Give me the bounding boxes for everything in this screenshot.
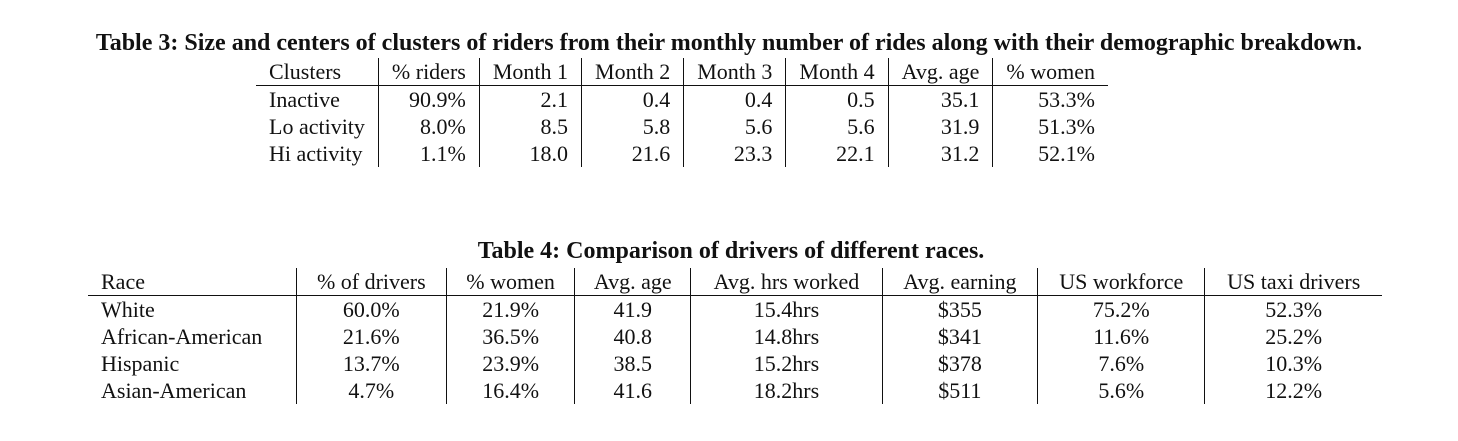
table-cell: 75.2% — [1037, 295, 1205, 323]
table-3-header-month-1: Month 1 — [478, 58, 582, 86]
table-4-header-avg-age: Avg. age — [574, 268, 691, 296]
table-row: Hispanic 13.7% 23.9% 38.5 15.2hrs $378 7… — [88, 350, 1382, 377]
table-row: Lo activity 8.0% 8.5 5.8 5.6 5.6 31.9 51… — [256, 113, 1108, 140]
table-3-header-pct-women: % women — [992, 58, 1108, 86]
table-cell: 21.6 — [581, 140, 684, 167]
table-4-caption: Table 4: Comparison of drivers of differ… — [477, 238, 985, 264]
table-row: Hi activity 1.1% 18.0 21.6 23.3 22.1 31.… — [256, 140, 1108, 167]
table-cell: 0.5 — [785, 85, 889, 113]
table-row: African-American 21.6% 36.5% 40.8 14.8hr… — [88, 323, 1382, 350]
table-cell: 5.6 — [683, 113, 786, 140]
table-cell: 18.0 — [478, 140, 582, 167]
table-row: White 60.0% 21.9% 41.9 15.4hrs $355 75.2… — [88, 295, 1382, 323]
table-cell: 51.3% — [992, 113, 1108, 140]
table-cell: 35.1 — [887, 85, 993, 113]
table-cell: 25.2% — [1204, 323, 1382, 350]
table-4: Race % of drivers % women Avg. age Avg. … — [88, 268, 1382, 404]
table-cell: Lo activity — [269, 114, 365, 139]
table-cell: 8.5 — [478, 113, 582, 140]
table-4-header-avg-earning: Avg. earning — [881, 268, 1038, 296]
table-3-caption: Table 3: Size and centers of clusters of… — [95, 30, 1363, 56]
table-cell: White — [101, 297, 155, 322]
table-cell: 15.2hrs — [690, 350, 883, 377]
table-cell: 13.7% — [295, 350, 447, 377]
table-3: Clusters % riders Month 1 Month 2 Month … — [256, 58, 1108, 167]
table-3-header-month-2: Month 2 — [581, 58, 684, 86]
table-3-header-pct-riders: % riders — [377, 58, 480, 86]
table-cell: 11.6% — [1037, 323, 1205, 350]
table-cell: 21.6% — [295, 323, 447, 350]
table-cell: 23.9% — [446, 350, 575, 377]
table-cell: 31.2 — [887, 140, 993, 167]
table-row: Asian-American 4.7% 16.4% 41.6 18.2hrs $… — [88, 377, 1382, 404]
table-cell: 21.9% — [446, 295, 575, 323]
table-cell: 60.0% — [295, 295, 447, 323]
table-cell: Hi activity — [269, 141, 363, 166]
table-row: Inactive 90.9% 2.1 0.4 0.4 0.5 35.1 53.3… — [256, 85, 1108, 113]
table-4-header-race: Race — [88, 268, 297, 296]
table-cell: African-American — [101, 324, 263, 349]
table-3-header-month-4: Month 4 — [785, 58, 889, 86]
table-cell: 0.4 — [581, 85, 684, 113]
table-cell: 0.4 — [683, 85, 786, 113]
table-cell: 7.6% — [1037, 350, 1205, 377]
table-cell: 40.8 — [574, 323, 691, 350]
table-cell: Inactive — [269, 87, 340, 112]
table-cell: 4.7% — [295, 377, 447, 404]
table-cell: 5.6% — [1037, 377, 1205, 404]
table-cell: $355 — [881, 295, 1038, 323]
table-cell: 5.8 — [581, 113, 684, 140]
table-cell: 22.1 — [785, 140, 889, 167]
table-4-header-pct-drivers: % of drivers — [295, 268, 447, 296]
table-3-header-clusters: Clusters — [256, 58, 379, 86]
table-cell: 12.2% — [1204, 377, 1382, 404]
table-cell: 52.3% — [1204, 295, 1382, 323]
table-cell: 5.6 — [785, 113, 889, 140]
table-cell: 14.8hrs — [690, 323, 883, 350]
table-cell: 52.1% — [992, 140, 1108, 167]
table-cell: 38.5 — [574, 350, 691, 377]
table-cell: 90.9% — [377, 85, 480, 113]
table-cell: 31.9 — [887, 113, 993, 140]
table-cell: 2.1 — [478, 85, 582, 113]
table-cell: Hispanic — [101, 351, 180, 376]
table-4-header-us-taxi-drivers: US taxi drivers — [1204, 268, 1382, 296]
table-4-header-pct-women: % women — [446, 268, 575, 296]
table-cell: 18.2hrs — [690, 377, 883, 404]
table-cell: 8.0% — [377, 113, 480, 140]
table-cell: $341 — [881, 323, 1038, 350]
table-cell: 1.1% — [377, 140, 480, 167]
table-3-header-month-3: Month 3 — [683, 58, 786, 86]
table-4-header-row: Race % of drivers % women Avg. age Avg. … — [88, 268, 1382, 296]
table-3-header-row: Clusters % riders Month 1 Month 2 Month … — [256, 58, 1108, 86]
table-cell: 23.3 — [683, 140, 786, 167]
table-cell: 10.3% — [1204, 350, 1382, 377]
table-cell: $511 — [881, 377, 1038, 404]
table-cell: 41.9 — [574, 295, 691, 323]
table-cell: 15.4hrs — [690, 295, 883, 323]
table-cell: $378 — [881, 350, 1038, 377]
table-4-header-avg-hrs-worked: Avg. hrs worked — [690, 268, 883, 296]
table-cell: 53.3% — [992, 85, 1108, 113]
table-cell: Asian-American — [101, 378, 247, 403]
table-cell: 41.6 — [574, 377, 691, 404]
table-4-header-us-workforce: US workforce — [1037, 268, 1205, 296]
table-cell: 16.4% — [446, 377, 575, 404]
table-cell: 36.5% — [446, 323, 575, 350]
table-3-header-avg-age: Avg. age — [887, 58, 993, 86]
